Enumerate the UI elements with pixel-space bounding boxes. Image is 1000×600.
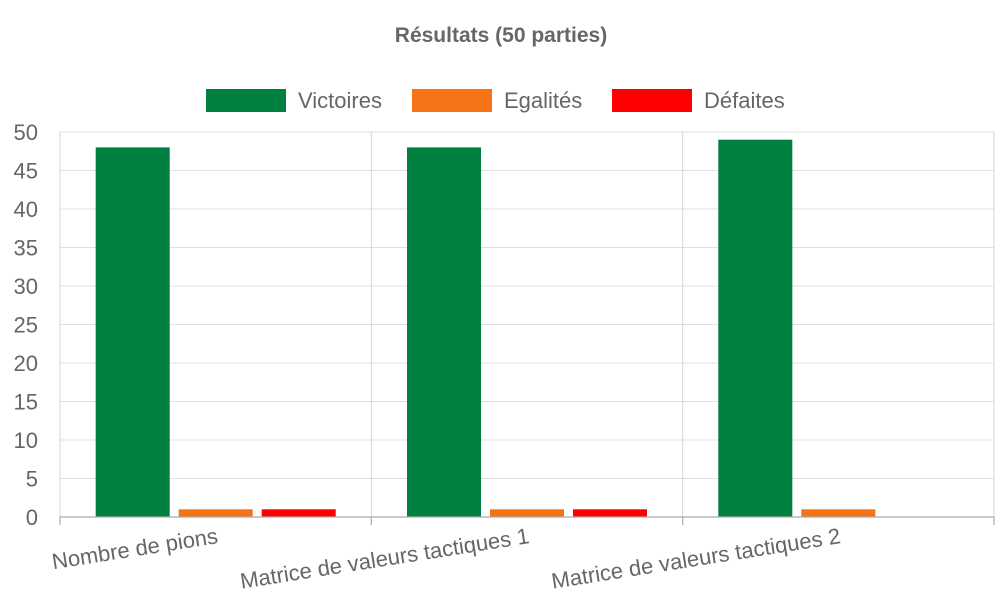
bars — [95, 139, 876, 517]
gridlines — [59, 131, 995, 517]
y-tick-label: 40 — [14, 197, 38, 222]
x-category-label: Nombre de pions — [50, 523, 219, 574]
bar-2-1 — [573, 509, 647, 517]
legend: Victoires Egalités Défaites — [206, 88, 785, 113]
legend-label-victoires: Victoires — [298, 88, 382, 113]
bar-1-2 — [801, 509, 876, 517]
y-axis-ticks: 0 5 10 15 20 25 30 35 40 45 50 — [14, 120, 38, 530]
bar-1-1 — [490, 509, 564, 517]
bar-1-0 — [178, 509, 253, 517]
y-tick-label: 15 — [14, 390, 38, 415]
y-tick-label: 20 — [14, 351, 38, 376]
legend-swatch-defaites — [612, 89, 692, 112]
y-tick-label: 0 — [26, 505, 38, 530]
x-category-label: Matrice de valeurs tactiques 1 — [238, 523, 531, 593]
bar-2-0 — [261, 509, 336, 517]
chart-title: Résultats (50 parties) — [395, 24, 607, 47]
bar-0-1 — [407, 147, 481, 517]
x-axis: Nombre de pions Matrice de valeurs tactiq… — [50, 516, 995, 594]
legend-swatch-victoires — [206, 89, 286, 112]
bar-0-2 — [718, 139, 793, 517]
y-tick-label: 10 — [14, 428, 38, 453]
y-tick-label: 50 — [14, 120, 38, 145]
y-tick-label: 5 — [26, 467, 38, 492]
y-tick-label: 45 — [14, 159, 38, 184]
y-tick-label: 25 — [14, 313, 38, 338]
x-category-label: Matrice de valeurs tactiques 2 — [550, 523, 843, 593]
y-tick-label: 30 — [14, 274, 38, 299]
legend-label-egalites: Egalités — [504, 88, 582, 113]
legend-swatch-egalites — [412, 89, 492, 112]
bar-0-0 — [95, 147, 170, 517]
y-tick-label: 35 — [14, 236, 38, 261]
legend-label-defaites: Défaites — [704, 88, 785, 113]
